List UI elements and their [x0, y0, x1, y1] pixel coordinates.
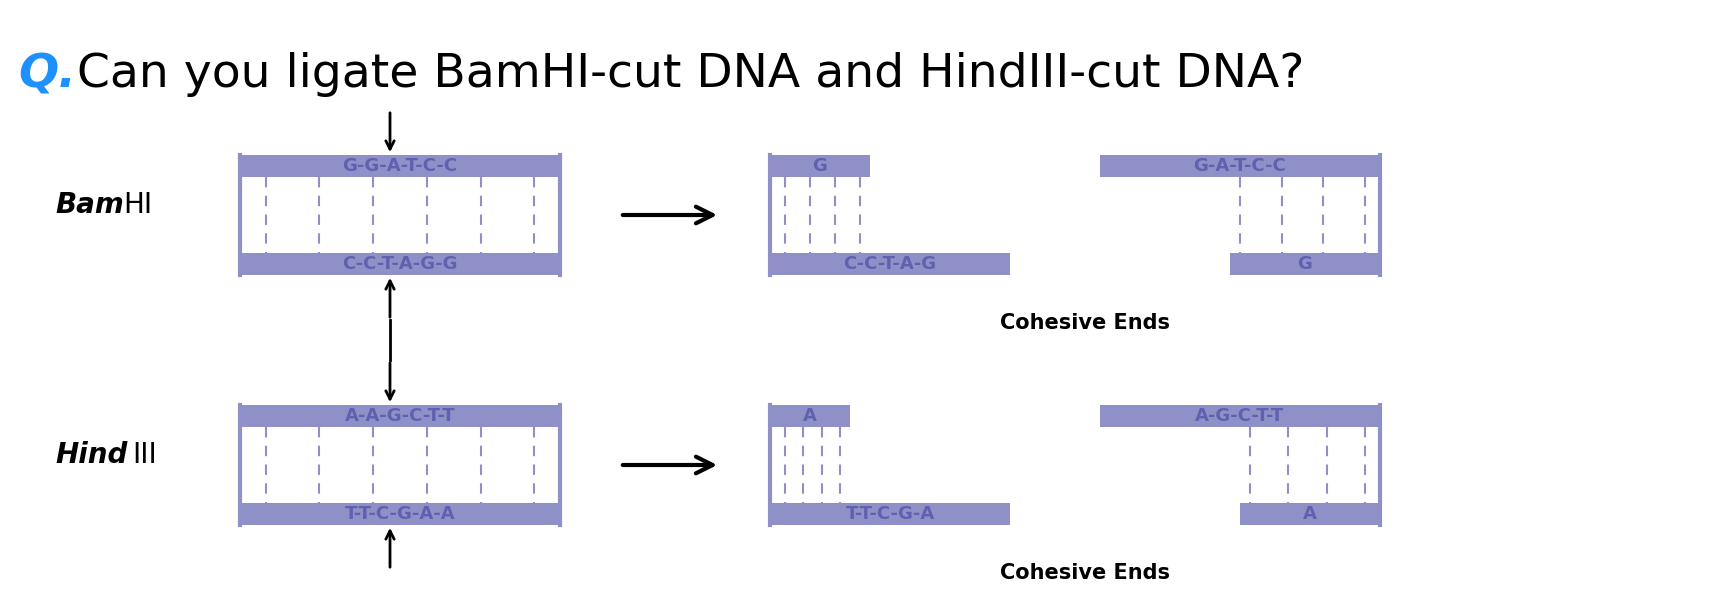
Text: C-C-T-A-G-G: C-C-T-A-G-G: [343, 255, 458, 273]
Text: Cohesive Ends: Cohesive Ends: [999, 313, 1170, 333]
Text: G: G: [1297, 255, 1313, 273]
Text: HI: HI: [122, 191, 152, 219]
Text: A-A-G-C-T-T: A-A-G-C-T-T: [345, 407, 455, 425]
Bar: [239, 155, 560, 177]
Text: Bam: Bam: [55, 191, 124, 219]
Text: A: A: [803, 407, 817, 425]
Bar: [239, 503, 560, 525]
Text: Hind: Hind: [55, 441, 128, 469]
Bar: [770, 253, 1010, 275]
Bar: [1099, 405, 1380, 427]
Bar: [1099, 155, 1380, 177]
Bar: [770, 503, 1010, 525]
Bar: [770, 155, 870, 177]
Text: Cohesive Ends: Cohesive Ends: [999, 563, 1170, 583]
Text: C-C-T-A-G: C-C-T-A-G: [844, 255, 937, 273]
Text: A: A: [1303, 505, 1316, 523]
Text: G: G: [813, 157, 827, 175]
Text: T-T-C-G-A-A: T-T-C-G-A-A: [345, 505, 455, 523]
Text: G-G-A-T-C-C: G-G-A-T-C-C: [343, 157, 458, 175]
Text: Can you ligate BamHI-cut DNA and HindIII-cut DNA?: Can you ligate BamHI-cut DNA and HindIII…: [62, 52, 1304, 97]
Bar: [239, 405, 560, 427]
Bar: [1241, 503, 1380, 525]
Bar: [239, 253, 560, 275]
Bar: [1230, 253, 1380, 275]
Text: A-G-C-T-T: A-G-C-T-T: [1196, 407, 1285, 425]
Text: T-T-C-G-A: T-T-C-G-A: [846, 505, 934, 523]
Text: G-A-T-C-C: G-A-T-C-C: [1194, 157, 1287, 175]
Text: Q.: Q.: [17, 52, 76, 97]
Text: III: III: [133, 441, 157, 469]
Bar: [770, 405, 849, 427]
